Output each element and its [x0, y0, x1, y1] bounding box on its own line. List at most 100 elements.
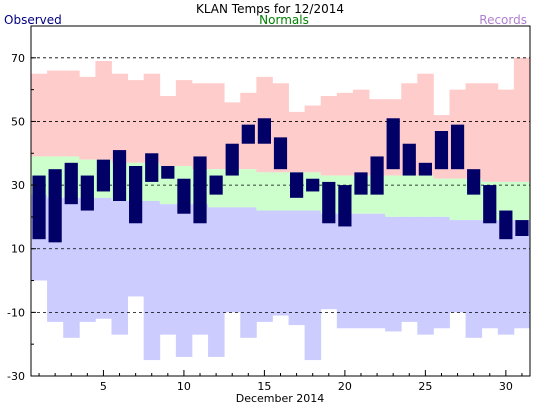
- observed-temp-bar: [161, 166, 175, 179]
- record-high-band: [497, 89, 515, 182]
- normal-low-to-record-low-band: [175, 204, 193, 357]
- normal-range-band: [433, 178, 450, 217]
- normal-low-to-record-low-band: [481, 220, 499, 329]
- x-tick-label: 30: [499, 380, 513, 393]
- legend-normals: Normals: [259, 13, 309, 27]
- observed-temp-bar: [112, 150, 127, 201]
- record-high-band: [31, 73, 48, 157]
- observed-temp-bar: [96, 159, 111, 192]
- x-tick-label: 5: [100, 380, 107, 393]
- observed-bars: [32, 118, 529, 243]
- legend-records: Records: [479, 13, 527, 27]
- y-tick-label: -30: [7, 370, 25, 383]
- normal-low-to-record-low-band: [159, 204, 177, 335]
- record-high-band: [191, 83, 209, 170]
- observed-temp-bar: [467, 169, 481, 195]
- record-high-band: [79, 76, 96, 160]
- observed-temp-bar: [225, 143, 239, 176]
- observed-temp-bar: [273, 137, 288, 170]
- y-tick-label: 10: [11, 243, 25, 256]
- record-high-band: [159, 96, 177, 166]
- record-high-band: [513, 57, 531, 182]
- observed-temp-bar: [370, 156, 384, 195]
- record-high-band: [417, 73, 434, 176]
- normal-range-band: [256, 172, 273, 211]
- observed-temp-bar: [193, 156, 207, 224]
- normal-low-to-record-low-band: [79, 197, 96, 322]
- normal-low-to-record-low-band: [224, 207, 241, 313]
- observed-temp-bar: [48, 169, 62, 243]
- record-high-band: [208, 83, 225, 170]
- observed-temp-bar: [145, 153, 159, 182]
- gridlines: [31, 57, 530, 313]
- record-high-band: [111, 73, 128, 163]
- x-tick-label: 20: [338, 380, 352, 393]
- record-high-band: [95, 61, 112, 160]
- normal-low-to-record-low-band: [336, 213, 354, 329]
- observed-temp-bar: [418, 162, 432, 176]
- observed-temp-bar: [354, 172, 368, 195]
- normal-low-to-record-low-band: [513, 220, 531, 329]
- observed-temp-bar: [322, 181, 336, 224]
- x-axis-label: December 2014: [236, 392, 325, 405]
- normal-low-to-record-low-band: [143, 201, 161, 361]
- normal-low-to-record-low-band: [320, 213, 338, 310]
- normal-range-band: [417, 175, 434, 217]
- record-high-band: [336, 92, 354, 176]
- y-tick-label: 70: [11, 52, 25, 65]
- y-tick-label: 50: [11, 115, 25, 128]
- normal-low-to-record-low-band: [417, 216, 434, 335]
- normal-low-to-record-low-band: [433, 216, 450, 329]
- record-high-band: [143, 73, 161, 163]
- observed-temp-bar: [177, 178, 191, 214]
- normal-range-band: [272, 172, 289, 211]
- record-high-band: [465, 83, 483, 179]
- observed-temp-bar: [64, 162, 78, 205]
- observed-temp-bar: [241, 124, 255, 144]
- observed-temp-bar: [209, 175, 223, 195]
- y-tick-label: 30: [11, 179, 25, 192]
- observed-temp-bar: [386, 118, 400, 170]
- observed-temp-bar: [289, 172, 304, 198]
- record-high-band: [175, 80, 193, 166]
- axes: -30 -10 10 30 50 70 5 10 15 20 25 30: [7, 25, 523, 393]
- record-high-band: [320, 96, 338, 176]
- normal-low-to-record-low-band: [352, 213, 370, 329]
- record-high-band: [304, 105, 322, 173]
- observed-temp-bar: [80, 175, 94, 211]
- chart-title: KLAN Temps for 12/2014: [196, 2, 344, 16]
- record-high-band: [352, 89, 370, 176]
- observed-temp-bar: [483, 185, 497, 224]
- normal-range-band: [224, 169, 241, 208]
- normal-low-to-record-low-band: [465, 220, 483, 338]
- observed-temp-bar: [434, 131, 449, 170]
- observed-temp-bar: [306, 178, 320, 192]
- record-high-band: [47, 70, 64, 157]
- observed-temp-bar: [257, 118, 272, 144]
- record-high-band: [288, 111, 306, 173]
- normal-low-to-record-low-band: [304, 210, 322, 361]
- observed-temp-bar: [515, 220, 529, 236]
- normal-low-to-record-low-band: [288, 210, 306, 326]
- observed-temp-bar: [402, 143, 416, 176]
- x-tick-label: 15: [257, 380, 271, 393]
- legend-observed: Observed: [4, 13, 62, 27]
- normal-range-band: [240, 169, 257, 208]
- observed-temp-bar: [450, 124, 465, 170]
- y-tick-label: -10: [7, 306, 25, 319]
- normal-low-to-record-low-band: [240, 207, 257, 338]
- observed-temp-bar: [129, 166, 143, 224]
- normal-low-to-record-low-band: [272, 210, 289, 316]
- x-tick-label: 25: [418, 380, 432, 393]
- normal-low-to-record-low-band: [256, 210, 273, 322]
- normal-low-to-record-low-band: [111, 201, 128, 335]
- normal-low-to-record-low-band: [191, 204, 209, 335]
- normal-low-to-record-low-band: [208, 207, 225, 357]
- normal-range-band: [513, 181, 531, 221]
- normal-range-band: [449, 178, 467, 221]
- record-high-band: [481, 83, 499, 182]
- normal-low-to-record-low-band: [449, 220, 467, 313]
- observed-temp-bar: [338, 185, 352, 227]
